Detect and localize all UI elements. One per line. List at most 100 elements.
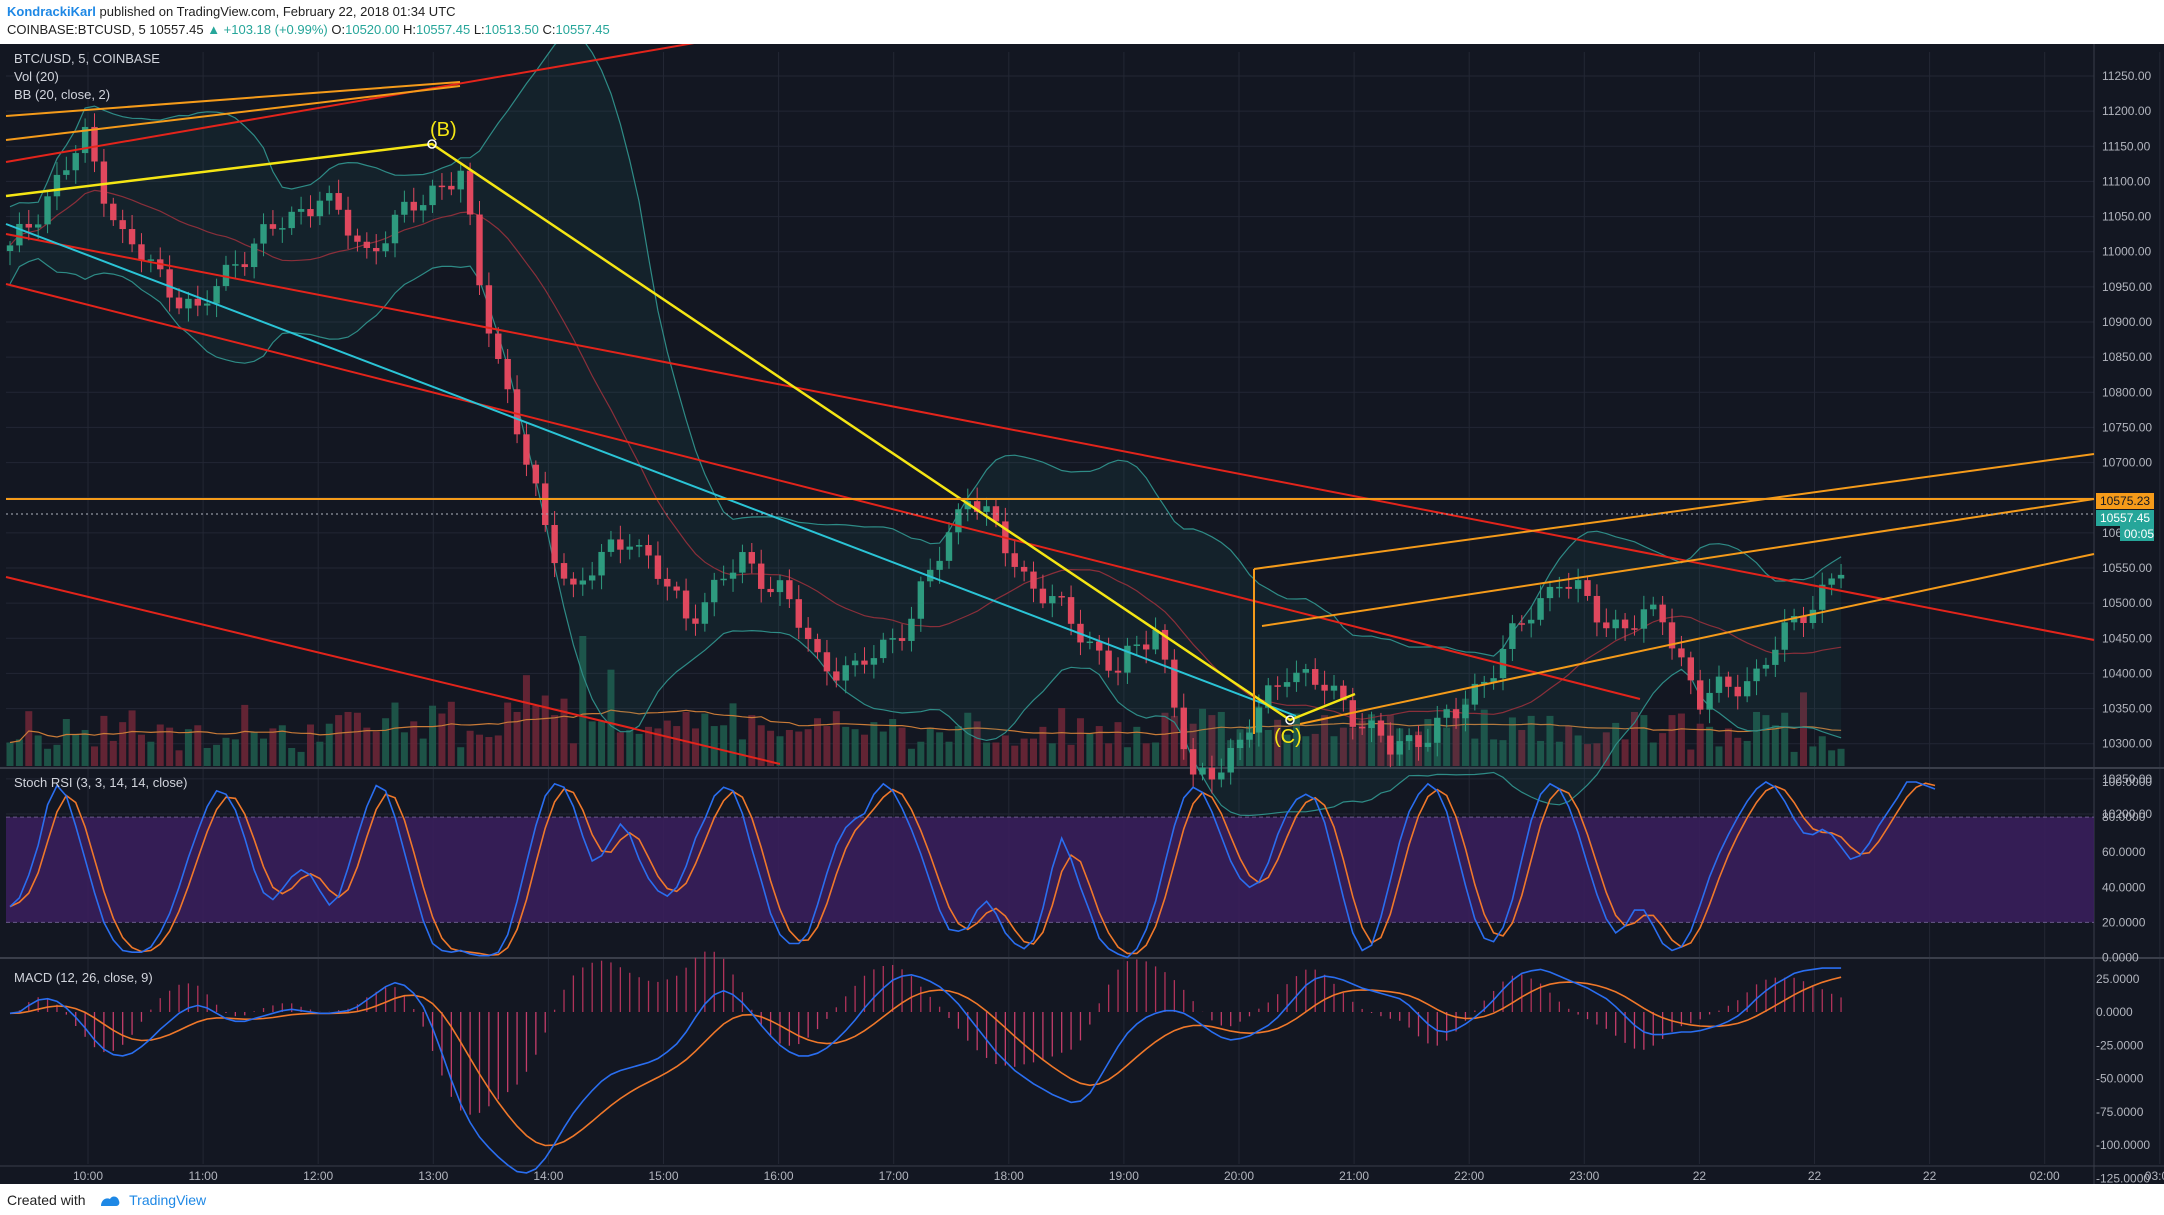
stoch-tick-label: 60.0000 [2102, 845, 2146, 859]
candle-body [1800, 616, 1807, 624]
stoch-k-line [9, 781, 1936, 959]
macd-tick-label: -125.0000 [2096, 1171, 2150, 1184]
volume-bar [729, 703, 737, 766]
price-tick-label: 11100.00 [2102, 174, 2151, 188]
time-tick-label: 22 [1693, 1169, 1707, 1183]
volume-bar [1058, 708, 1066, 766]
legend-bb: BB (20, close, 2) [14, 87, 110, 102]
publish-line: KondrackiKarl published on TradingView.c… [7, 4, 456, 19]
resistance-tag: 10575.23 [2100, 494, 2150, 508]
candle-body [1434, 717, 1441, 743]
time-tick-label: 02:00 [2030, 1169, 2060, 1183]
volume-bar [344, 711, 352, 766]
volume-bar [917, 741, 925, 766]
candle-body [1246, 732, 1253, 740]
volume-bar [1161, 712, 1169, 766]
candle-body [851, 660, 859, 666]
time-tick-label: 23:00 [1569, 1169, 1599, 1183]
volume-bar [457, 747, 465, 766]
volume-bar [109, 740, 117, 766]
price-change: ▲ +103.18 (+0.99%) [207, 22, 328, 37]
tradingview-link[interactable]: TradingView [129, 1192, 207, 1208]
volume-bar [541, 695, 549, 766]
volume-bar [1799, 692, 1807, 766]
price-tick-label: 10550.00 [2102, 561, 2152, 575]
volume-bar [1377, 724, 1385, 766]
candle-body [701, 602, 709, 624]
volume-bar [1584, 744, 1592, 766]
macd-tick-label: -100.0000 [2096, 1138, 2150, 1152]
macd-pane [9, 951, 1842, 1174]
candle-body [466, 170, 474, 215]
candle-body [964, 501, 971, 510]
volume-bar [213, 744, 221, 766]
candle-body [1518, 623, 1525, 625]
candle-body [795, 599, 802, 628]
volume-bar [419, 738, 427, 766]
volume-bar [973, 721, 981, 766]
legend-volume: Vol (20) [14, 69, 59, 84]
volume-bar [1283, 734, 1291, 766]
candle-body [363, 241, 371, 248]
candle-body [973, 501, 981, 512]
volume-bar [231, 739, 239, 766]
candle-body [513, 389, 521, 435]
volume-bar [1715, 746, 1723, 766]
candle-body [429, 185, 436, 206]
volume-bar [447, 701, 455, 766]
time-tick-label: 18:00 [994, 1169, 1024, 1183]
volume-bar [1039, 726, 1047, 766]
volume-bar [635, 733, 643, 766]
candle-body [1368, 720, 1375, 729]
candle-body [1837, 574, 1845, 579]
chart-area[interactable]: 11250.00 11200.00 11150.00 11100.00 11050.00… [0, 13, 2164, 1185]
macd-tick-label: -25.0000 [2096, 1038, 2144, 1052]
volume-bar [250, 732, 258, 766]
candle-body [307, 209, 314, 217]
candle-body [1603, 622, 1610, 629]
candle-body [1199, 767, 1206, 775]
candle-body [495, 333, 502, 359]
candle-body [326, 193, 333, 201]
wave-c-point [1285, 715, 1295, 725]
volume-bar [1518, 729, 1526, 766]
candle-body [598, 551, 605, 576]
candle-body [344, 209, 352, 236]
candle-body [34, 224, 42, 228]
volume-bar [964, 712, 972, 766]
volume-bar [1452, 716, 1460, 766]
last-price: 10557.45 [149, 22, 204, 37]
candle-body [1227, 748, 1234, 773]
volume-bar [814, 718, 822, 766]
trend-drawings[interactable] [5, 13, 2095, 765]
candle-body [1105, 650, 1112, 671]
volume-bar [222, 737, 230, 766]
volume-bar [466, 730, 474, 766]
candle-body [588, 575, 596, 581]
candle-body [213, 286, 220, 304]
volume-bar [1687, 749, 1695, 766]
macd-tick-label: -50.0000 [2096, 1072, 2144, 1086]
volume-bar [363, 727, 371, 766]
volume-bar [551, 715, 559, 766]
candle-body [645, 545, 652, 556]
candle-body [767, 588, 774, 593]
candle-body [1189, 749, 1197, 775]
candle-body [1255, 707, 1263, 733]
volume-bar [832, 711, 840, 766]
author-link[interactable]: KondrackiKarl [7, 4, 96, 19]
tradingview-logo-icon[interactable] [99, 1194, 121, 1208]
candle-body [1659, 604, 1666, 623]
volume-bar [1640, 715, 1648, 766]
volume-bar [1499, 740, 1507, 766]
volume-bar [485, 737, 493, 766]
candle-body [1509, 623, 1516, 649]
candle-body [1809, 609, 1817, 624]
volume-bar [598, 721, 606, 766]
candle-body [551, 524, 558, 564]
candle-body [532, 464, 540, 484]
candle-body [185, 298, 192, 309]
volume-bar [785, 729, 793, 766]
chart-svg[interactable]: 11250.00 11200.00 11150.00 11100.00 11050.00… [0, 13, 2164, 1185]
orange-channel [1261, 498, 2095, 627]
